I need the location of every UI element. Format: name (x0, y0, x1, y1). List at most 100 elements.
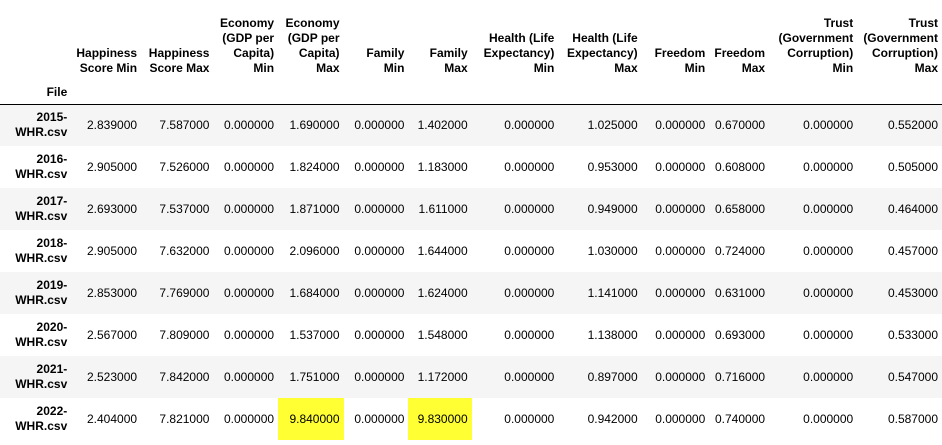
table-cell: 0.000000 (803, 412, 854, 426)
index-header-spacer (213, 80, 279, 105)
index-header-spacer (709, 80, 770, 105)
table-cell: 1.402000 (417, 118, 468, 133)
table-cell: 7.526000 (159, 160, 210, 174)
table-cell: 0.000000 (803, 244, 854, 258)
table-cell: 0.000000 (655, 286, 706, 300)
table-cell: 0.949000 (587, 202, 638, 216)
row-index-label: 2021-WHR.csv (15, 362, 68, 391)
table-row: 2022-WHR.csv 2.404000 7.821000 0.000000 9.84… (0, 398, 942, 440)
index-header-spacer (141, 80, 214, 105)
index-header-spacer (857, 80, 942, 105)
table-cell: 0.000000 (803, 286, 854, 300)
column-header: Family Max (429, 46, 468, 75)
table-cell: 0.457000 (887, 244, 938, 258)
table-row: 2021-WHR.csv 2.523000 7.842000 0.000000 1.75… (0, 356, 942, 398)
table-cell: 7.809000 (159, 328, 210, 342)
table-cell: 0.000000 (504, 244, 555, 258)
table-cell: 7.842000 (159, 370, 210, 384)
highlighted-cell: 9.840000 (278, 398, 344, 440)
table-cell: 0.000000 (354, 328, 405, 342)
table-cell: 2.839000 (87, 118, 138, 133)
table-cell: 0.547000 (887, 370, 938, 384)
table-cell: 1.611000 (418, 202, 468, 216)
table-cell: 1.141000 (587, 286, 638, 300)
table-cell: 0.631000 (715, 286, 766, 300)
table-cell: 0.464000 (887, 202, 938, 216)
column-header: Health (Life Expectancy) Min (483, 31, 555, 75)
table-cell: 0.453000 (887, 286, 938, 300)
table-cell: 0.000000 (224, 202, 275, 216)
table-cell: 0.000000 (655, 118, 706, 133)
table-cell: 7.587000 (159, 118, 210, 133)
table-cell: 0.658000 (715, 202, 766, 216)
table-cell: 0.000000 (803, 370, 854, 384)
table-cell: 0.000000 (803, 160, 854, 174)
table-cell: 0.000000 (655, 370, 706, 384)
table-cell: 2.693000 (87, 202, 138, 216)
column-header: Freedom Min (654, 46, 706, 75)
table-cell: 1.138000 (587, 328, 638, 342)
table-cell: 1.624000 (417, 286, 468, 300)
table-row: 2018-WHR.csv 2.905000 7.632000 0.000000 2.09… (0, 230, 942, 272)
table-cell: 7.632000 (159, 244, 210, 258)
column-header: Economy (GDP per Capita) Max (285, 16, 340, 75)
table-cell: 1.172000 (417, 370, 468, 384)
column-header: Family Min (366, 46, 405, 75)
row-index-label: 2017-WHR.csv (15, 194, 68, 223)
table-cell: 0.693000 (715, 328, 766, 342)
column-header: Health (Life Expectancy) Max (566, 31, 638, 75)
table-cell: 0.942000 (587, 412, 638, 426)
index-header-spacer (471, 80, 559, 105)
column-header: Economy (GDP per Capita) Min (220, 16, 275, 75)
table-body: 2015-WHR.csv 2.839000 7.587000 0.000000 1.69… (0, 104, 942, 440)
table-cell: 0.000000 (655, 160, 706, 174)
table-cell: 0.000000 (504, 160, 555, 174)
table-cell: 0.000000 (224, 244, 275, 258)
column-header: Happiness Score Max (148, 46, 210, 75)
table-cell: 0.000000 (224, 118, 275, 133)
column-header: Happiness Score Min (76, 46, 138, 75)
row-index-label: 2022-WHR.csv (15, 404, 68, 433)
table-cell: 0.000000 (504, 118, 555, 133)
column-header: Freedom Max (714, 46, 766, 75)
index-header-spacer (343, 80, 409, 105)
table-cell: 0.000000 (655, 328, 706, 342)
row-index-label: 2016-WHR.csv (15, 152, 68, 181)
table-cell: 0.000000 (655, 412, 706, 426)
table-cell: 1.025000 (587, 118, 638, 133)
table-cell: 0.000000 (354, 412, 405, 426)
table-cell: 0.000000 (655, 244, 706, 258)
table-cell: 0.533000 (887, 328, 938, 342)
table-cell: 0.000000 (504, 286, 555, 300)
table-cell: 1.030000 (587, 244, 638, 258)
table-cell: 1.684000 (289, 286, 340, 300)
table-cell: 1.548000 (417, 328, 468, 342)
index-corner (0, 0, 71, 80)
table-row: 2020-WHR.csv 2.567000 7.809000 0.000000 1.53… (0, 314, 942, 356)
table-cell: 0.000000 (354, 370, 405, 384)
table-cell: 0.608000 (715, 160, 766, 174)
table-cell: 0.000000 (224, 160, 275, 174)
table-cell: 0.670000 (715, 118, 766, 133)
table-cell: 7.537000 (159, 202, 210, 216)
table-cell: 0.000000 (354, 160, 405, 174)
table-cell: 0.716000 (715, 370, 766, 384)
row-index-label: 2018-WHR.csv (15, 236, 68, 265)
index-header-spacer (641, 80, 710, 105)
column-header-row: Happiness Score Min Happiness Score Max Ec… (0, 0, 942, 80)
table-cell: 1.183000 (417, 160, 468, 174)
table-cell: 0.000000 (655, 202, 706, 216)
table-cell: 7.769000 (159, 286, 210, 300)
column-header: Trust (Government Corruption) Max (863, 16, 938, 75)
table-cell: 0.505000 (887, 160, 938, 174)
table-cell: 0.000000 (504, 412, 555, 426)
index-header-row: File (0, 80, 942, 105)
column-header: Trust (Government Corruption) Min (778, 16, 854, 75)
table-cell: 0.000000 (803, 328, 854, 342)
table-cell: 0.000000 (224, 286, 275, 300)
table-cell: 0.000000 (504, 202, 555, 216)
table-cell: 0.587000 (887, 412, 938, 426)
index-header-spacer (278, 80, 344, 105)
table-cell: 0.000000 (803, 118, 854, 133)
